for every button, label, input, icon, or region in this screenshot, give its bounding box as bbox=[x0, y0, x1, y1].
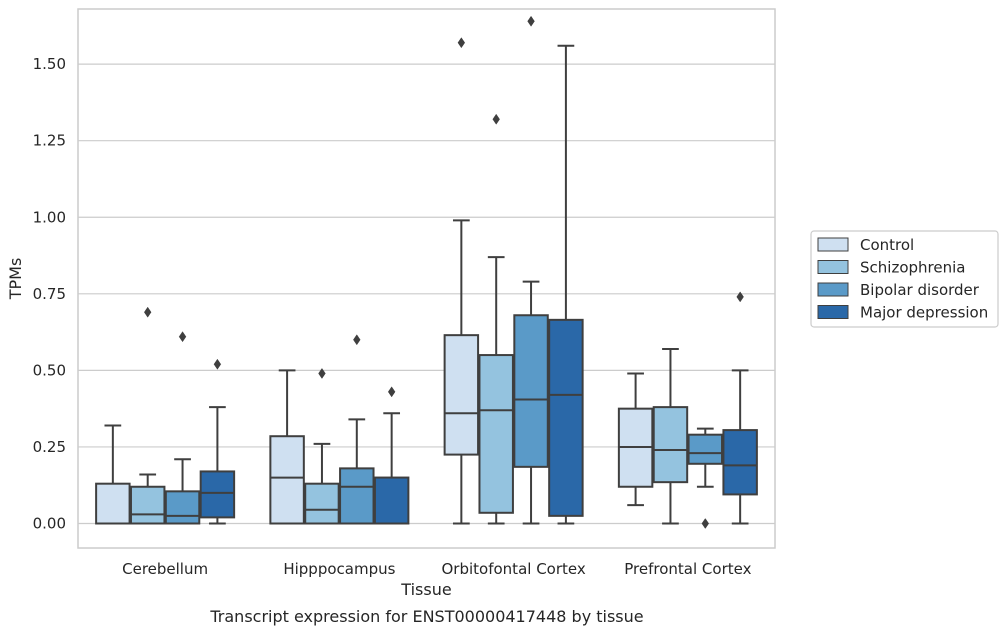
x-tick-label: Orbitofontal Cortex bbox=[442, 560, 586, 578]
outlier-point bbox=[492, 113, 500, 125]
y-tick-label: 0.00 bbox=[33, 515, 66, 533]
legend-swatch bbox=[817, 237, 849, 252]
outlier-point bbox=[701, 518, 710, 529]
legend-label: Major depression bbox=[860, 304, 988, 322]
legend-label: Schizophrenia bbox=[860, 259, 965, 277]
box-body bbox=[443, 334, 480, 456]
box-body bbox=[548, 318, 584, 517]
x-tick-label: Prefrontal Cortex bbox=[624, 560, 751, 578]
outlier-point bbox=[527, 15, 535, 27]
y-axis-label: TPMs bbox=[6, 258, 25, 301]
outlier-point bbox=[387, 386, 396, 398]
box-body bbox=[373, 476, 410, 525]
x-tick-label: Cerebellum bbox=[122, 560, 208, 578]
box-body bbox=[304, 482, 340, 525]
y-tick-label: 1.25 bbox=[33, 132, 66, 150]
outlier-point bbox=[213, 358, 222, 370]
x-tick-labels: Cerebellum Hipppocampus Orbitofontal Corte… bbox=[122, 560, 751, 578]
outlier-point bbox=[143, 306, 152, 318]
y-tick-labels: 0.00 0.25 0.50 0.75 1.00 1.25 1.50 bbox=[33, 55, 66, 532]
box-group bbox=[95, 306, 236, 525]
y-tick-label: 1.00 bbox=[33, 208, 66, 226]
grid-lines bbox=[78, 63, 775, 525]
box-groups bbox=[95, 15, 758, 529]
y-tick-label: 0.75 bbox=[33, 285, 66, 303]
legend-frame bbox=[810, 230, 999, 328]
y-tick-label: 0.25 bbox=[33, 438, 66, 456]
plot-frame bbox=[77, 8, 776, 549]
box-body bbox=[199, 470, 236, 519]
box-body bbox=[513, 314, 549, 468]
box-body bbox=[687, 433, 724, 465]
outlier-point bbox=[353, 334, 361, 346]
legend: Control Schizophrenia Bipolar disorder Majo… bbox=[810, 230, 999, 328]
box-body bbox=[269, 435, 305, 525]
box-group bbox=[443, 15, 584, 525]
box-body bbox=[129, 485, 166, 525]
y-tick-label: 0.50 bbox=[33, 361, 66, 379]
outlier-point bbox=[736, 291, 744, 303]
legend-swatch bbox=[817, 260, 849, 274]
legend-label: Control bbox=[860, 236, 914, 254]
y-tick-label: 1.50 bbox=[33, 55, 66, 73]
box-group bbox=[269, 334, 410, 525]
outlier-point bbox=[457, 37, 466, 49]
box-body bbox=[652, 406, 689, 484]
box-body bbox=[722, 429, 758, 496]
box-body bbox=[339, 467, 375, 525]
x-tick-label: Hipppocampus bbox=[283, 560, 395, 578]
box-body bbox=[95, 482, 131, 525]
outlier-point bbox=[318, 367, 326, 379]
box-body bbox=[478, 354, 514, 514]
legend-swatch bbox=[817, 305, 849, 319]
outlier-point bbox=[178, 331, 187, 343]
box-body bbox=[164, 490, 201, 525]
legend-items: Control Schizophrenia Bipolar disorder Majo… bbox=[817, 236, 988, 322]
legend-swatch bbox=[817, 282, 849, 297]
x-axis-label: Tissue bbox=[400, 580, 451, 599]
legend-label: Bipolar disorder bbox=[860, 281, 980, 299]
chart-caption: Transcript expression for ENST0000041744… bbox=[209, 607, 643, 626]
box-group bbox=[617, 291, 758, 529]
